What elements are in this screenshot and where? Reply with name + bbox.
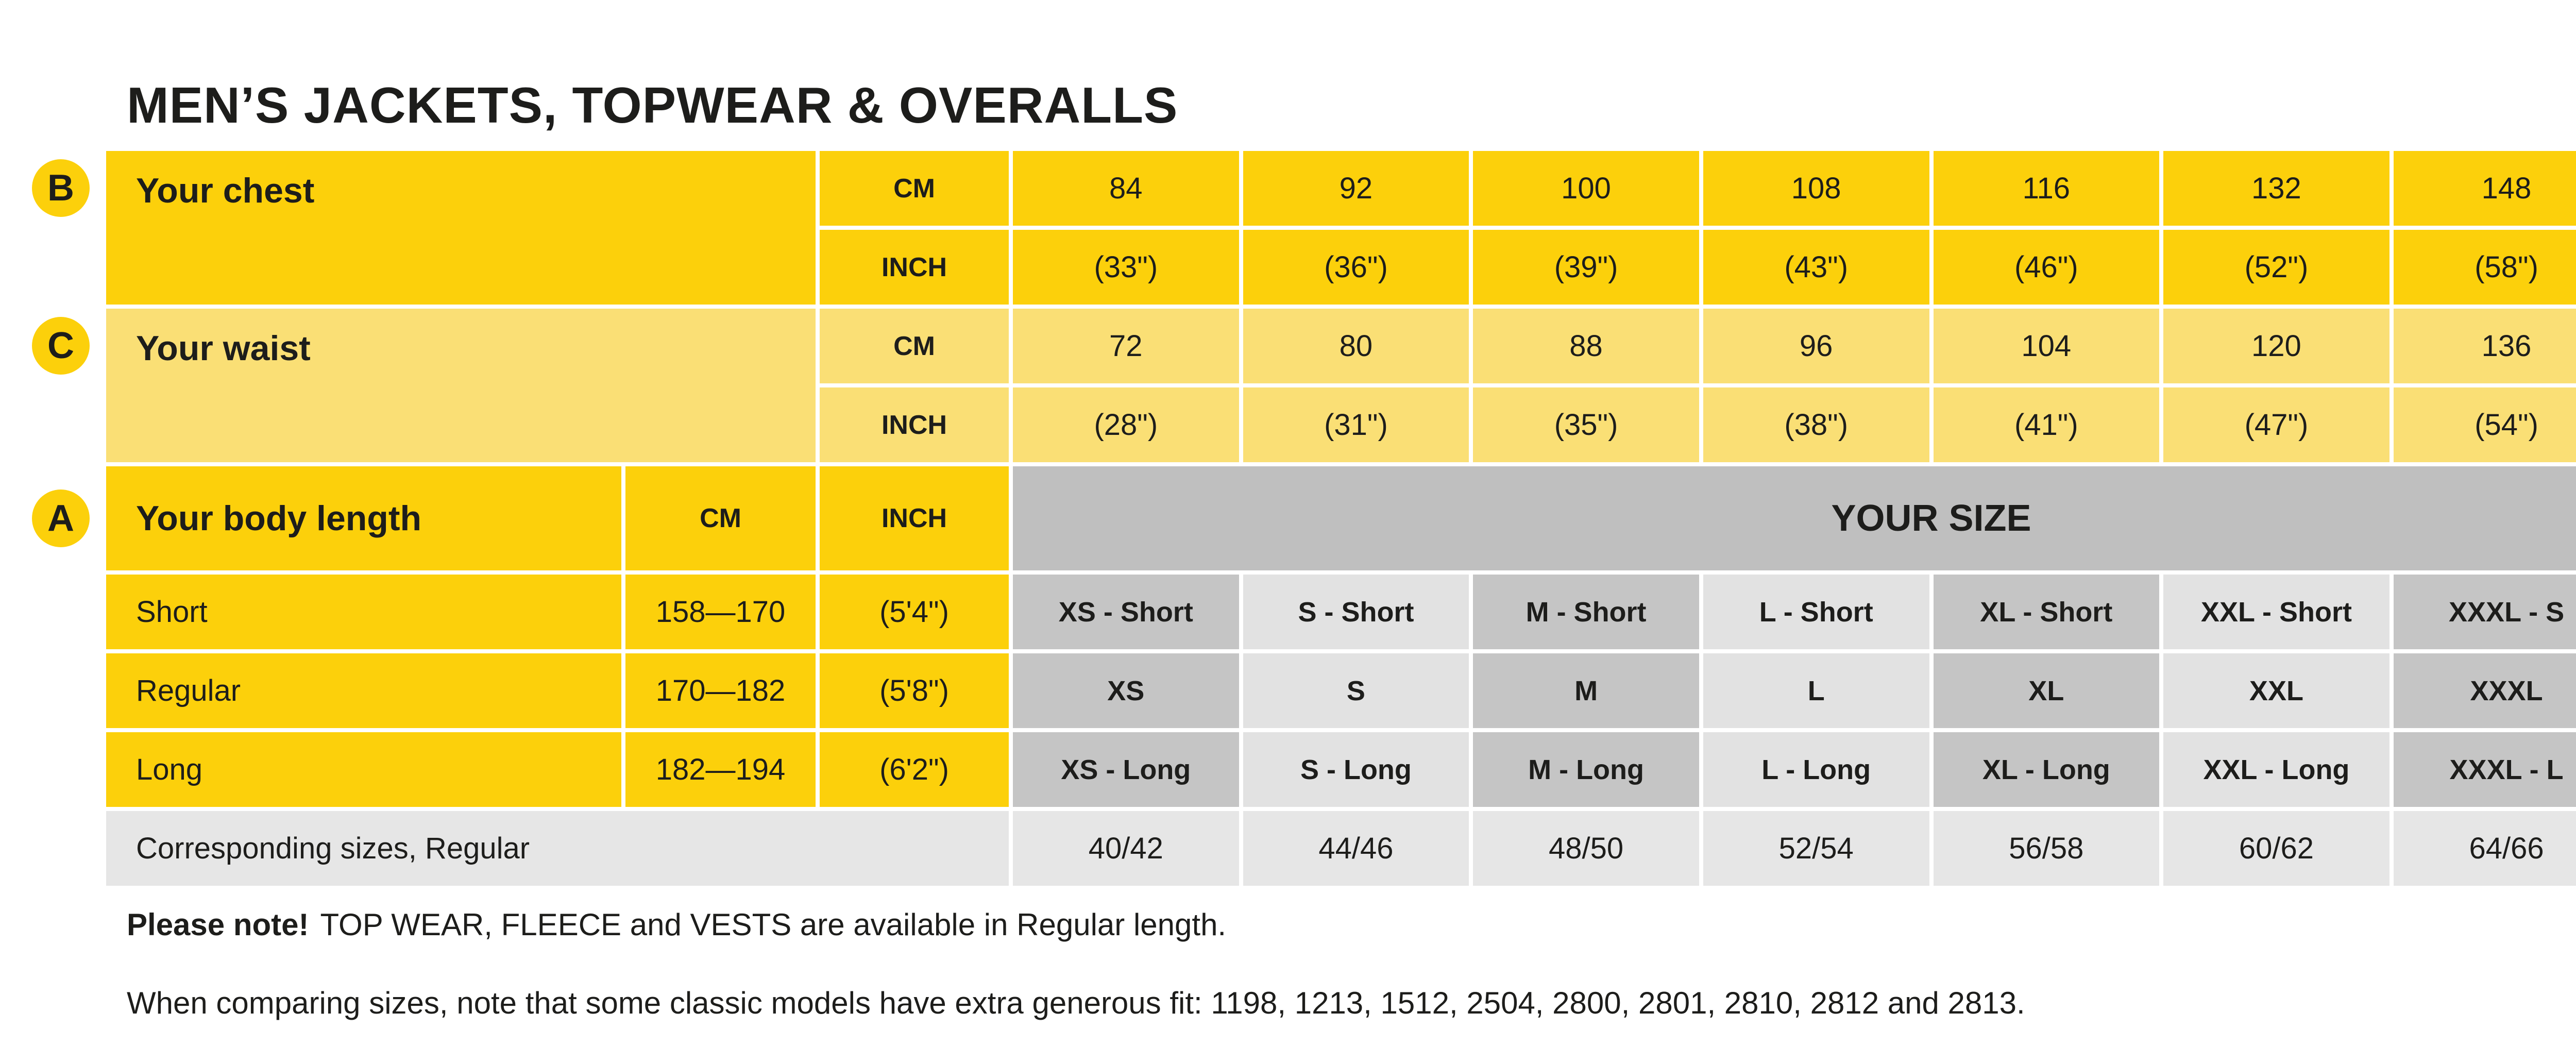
note-generous-fit: When comparing sizes, note that some cla… (127, 986, 2025, 1020)
chest-cm-cell: 116 (1933, 151, 2160, 226)
chest-badge: B (32, 159, 90, 217)
corresponding-cell: 44/46 (1243, 811, 1469, 886)
chest-inch-cell: (36") (1243, 230, 1469, 305)
waist-badge: C (32, 317, 90, 375)
chest-inch-cell: (46") (1933, 230, 2160, 305)
corresponding-cell: 64/66 (2393, 811, 2576, 886)
chest-inch-cell: (58") (2393, 230, 2576, 305)
chest-cm-cell: 84 (1013, 151, 1239, 226)
chest-inch-cell: (33") (1013, 230, 1239, 305)
waist-inch-header: INCH (820, 387, 1009, 462)
waist-cm-cell: 96 (1703, 309, 1929, 383)
corresponding-label: Corresponding sizes, Regular (106, 811, 1009, 886)
corresponding-cell: 48/50 (1473, 811, 1699, 886)
size-cell: XL - Short (1933, 575, 2160, 649)
size-cell: XL (1933, 653, 2160, 728)
waist-cm-cell: 136 (2393, 309, 2576, 383)
waist-cm-cell: 72 (1013, 309, 1239, 383)
chest-cm-header: CM (820, 151, 1009, 226)
waist-inch-cell: (47") (2163, 387, 2389, 462)
corresponding-cell: 60/62 (2163, 811, 2389, 886)
page-title: MEN’S JACKETS, TOPWEAR & OVERALLS (127, 77, 1178, 133)
size-cell: XXXL - S (2393, 575, 2576, 649)
length-cm-cell: 170—182 (625, 653, 816, 728)
corresponding-cell: 56/58 (1933, 811, 2160, 886)
length-badge: A (32, 490, 90, 547)
waist-inch-cell: (31") (1243, 387, 1469, 462)
waist-cm-header: CM (820, 309, 1009, 383)
length-row-label: Regular (106, 653, 621, 728)
size-cell: S - Short (1243, 575, 1469, 649)
body-length-cm-header: CM (625, 466, 816, 570)
size-cell: XXL (2163, 653, 2389, 728)
length-cm-cell: 158—170 (625, 575, 816, 649)
waist-inch-cell: (38") (1703, 387, 1929, 462)
note-regular-length: Please note! TOP WEAR, FLEECE and VESTS a… (127, 907, 1226, 942)
size-cell: XXXL - L (2393, 732, 2576, 807)
waist-inch-cell: (54") (2393, 387, 2576, 462)
size-cell: M - Long (1473, 732, 1699, 807)
chest-inch-header: INCH (820, 230, 1009, 305)
length-inch-cell: (6'2") (820, 732, 1009, 807)
corresponding-cell: 40/42 (1013, 811, 1239, 886)
chest-cm-cell: 132 (2163, 151, 2389, 226)
size-cell: M - Short (1473, 575, 1699, 649)
size-cell: L (1703, 653, 1929, 728)
length-inch-cell: (5'4") (820, 575, 1009, 649)
chest-label: Your chest (106, 151, 816, 305)
length-row-label: Short (106, 575, 621, 649)
size-cell: XXL - Short (2163, 575, 2389, 649)
size-cell: M (1473, 653, 1699, 728)
waist-cm-cell: 80 (1243, 309, 1469, 383)
length-row-label: Long (106, 732, 621, 807)
note-text: TOP WEAR, FLEECE and VESTS are available… (320, 907, 1227, 942)
body-length-label: Your body length (106, 466, 621, 570)
size-cell: XXL - Long (2163, 732, 2389, 807)
chest-inch-cell: (39") (1473, 230, 1699, 305)
length-cm-cell: 182—194 (625, 732, 816, 807)
chest-inch-cell: (52") (2163, 230, 2389, 305)
size-table: Your chest CM 84 92 100 108 116 132 148 … (106, 151, 2576, 886)
size-cell: XS - Short (1013, 575, 1239, 649)
note-bold-prefix: Please note! (127, 907, 309, 942)
your-size-header: YOUR SIZE (1013, 466, 2576, 570)
chest-inch-cell: (43") (1703, 230, 1929, 305)
body-length-inch-header: INCH (820, 466, 1009, 570)
waist-label: Your waist (106, 309, 816, 462)
waist-cm-cell: 104 (1933, 309, 2160, 383)
size-cell: XS (1013, 653, 1239, 728)
waist-inch-cell: (35") (1473, 387, 1699, 462)
waist-cm-cell: 88 (1473, 309, 1699, 383)
waist-inch-cell: (41") (1933, 387, 2160, 462)
chest-cm-cell: 108 (1703, 151, 1929, 226)
size-cell: L - Long (1703, 732, 1929, 807)
size-cell: XXXL (2393, 653, 2576, 728)
size-cell: XS - Long (1013, 732, 1239, 807)
corresponding-cell: 52/54 (1703, 811, 1929, 886)
size-cell: S - Long (1243, 732, 1469, 807)
size-cell: XL - Long (1933, 732, 2160, 807)
size-cell: L - Short (1703, 575, 1929, 649)
chest-cm-cell: 100 (1473, 151, 1699, 226)
chest-cm-cell: 148 (2393, 151, 2576, 226)
length-inch-cell: (5'8") (820, 653, 1009, 728)
waist-inch-cell: (28") (1013, 387, 1239, 462)
chest-cm-cell: 92 (1243, 151, 1469, 226)
waist-cm-cell: 120 (2163, 309, 2389, 383)
size-cell: S (1243, 653, 1469, 728)
